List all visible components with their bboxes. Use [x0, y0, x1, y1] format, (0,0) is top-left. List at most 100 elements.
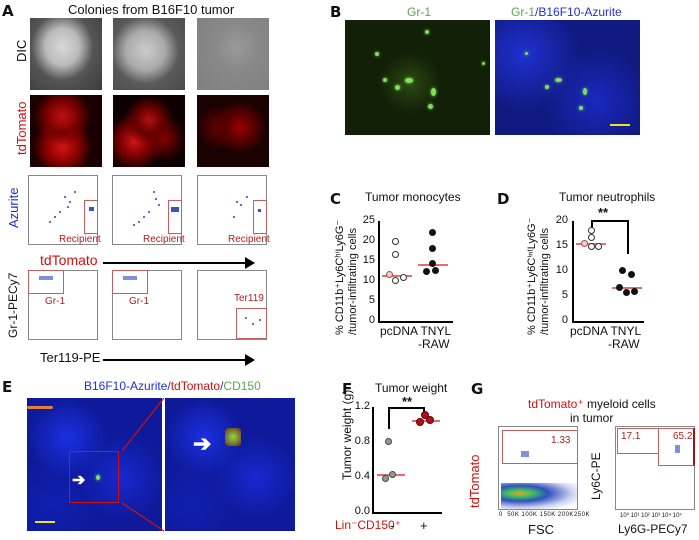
- panel-label-b: B: [330, 3, 342, 21]
- chart-d-xlabel-2: -RAW: [608, 337, 640, 351]
- scale-bar: [610, 124, 630, 126]
- g-right-ylabel: Ly6C-PE: [589, 452, 603, 500]
- g-left-ylabel: tdTomato: [467, 454, 482, 508]
- g-right-xlabel: Ly6G-PECy7: [618, 522, 688, 536]
- data-point: [392, 238, 399, 245]
- x-label-ter119: Ter119-PE: [40, 350, 101, 365]
- g-left-xlabel: FSC: [528, 522, 554, 537]
- data-point: [392, 277, 399, 284]
- y-axis: [572, 221, 574, 322]
- y-label-azurite: Azurite: [6, 187, 21, 228]
- chart-c-title: Tumor monocytes: [365, 190, 461, 204]
- x-label-tdtomato: tdTomato: [40, 252, 98, 268]
- dic-image-3: [197, 18, 269, 90]
- data-point: [581, 240, 588, 247]
- y-axis: [372, 407, 374, 513]
- row-label-tdtomato: tdTomato: [14, 101, 29, 155]
- facs-plot-b3: Ter119: [197, 270, 267, 340]
- y-axis: [378, 221, 380, 322]
- data-point: [588, 234, 595, 241]
- gr1-azurite-merge-image: [495, 20, 640, 135]
- chart-d-xlabel-1: pcDNA TNYL: [570, 324, 642, 338]
- data-point: [426, 416, 434, 424]
- y-tick: 0.0: [354, 505, 370, 517]
- chart-f-xlabel: Lin⁻CD150⁺: [335, 518, 402, 532]
- data-point: [429, 245, 436, 252]
- panel-label-a: A: [2, 2, 14, 20]
- gate-ly6g-positive: 65.2: [658, 428, 695, 466]
- facs-plot-a3: Recipient: [197, 175, 270, 245]
- gate-label-recipient: Recipient: [228, 234, 270, 245]
- data-point: [588, 243, 595, 250]
- chart-c-ylabel-1: % CD11b⁺Ly6CʰⁱLy6G⁻: [334, 219, 346, 335]
- y-tick: 0: [561, 314, 568, 326]
- title-tdtomato: tdTomato⁺: [528, 397, 584, 411]
- gate-value: 17.1: [621, 431, 641, 442]
- facs-plot-g-right: 17.1 65.2: [615, 426, 695, 510]
- x-category: +: [420, 518, 428, 533]
- chart-c-xlabel-2: -RAW: [418, 337, 450, 351]
- panel-a-title: Colonies from B16F10 tumor: [68, 2, 235, 17]
- panel-b-left-title: Gr-1: [407, 5, 431, 19]
- zoom-connector-lines: [121, 398, 165, 532]
- y-tick: 25: [362, 214, 375, 226]
- panel-label-f: F: [342, 380, 353, 398]
- gate-label-ter119: Ter119: [234, 293, 264, 304]
- title-gr1: Gr-1: [511, 5, 535, 19]
- y-tick: 0.8: [354, 435, 370, 447]
- tdtomato-image-2: [113, 95, 185, 167]
- gate-label-recipient: Recipient: [59, 234, 101, 245]
- chart-d-title: Tumor neutrophils: [559, 190, 656, 204]
- data-point: [616, 284, 623, 291]
- y-tick: 10: [362, 274, 375, 286]
- gate-value: 65.2: [673, 431, 693, 442]
- y-tick: 0.4: [354, 470, 370, 482]
- gate-label-recipient: Recipient: [143, 234, 185, 245]
- facs-plot-b1: Gr-1: [28, 270, 98, 340]
- tissue-image-overview: ➔: [27, 398, 162, 531]
- data-point: [619, 267, 626, 274]
- gate-value: 1.33: [551, 435, 571, 446]
- panel-label-d: D: [497, 190, 510, 208]
- panel-label-g: G: [471, 380, 484, 398]
- y-tick: 15: [362, 254, 375, 266]
- data-point: [595, 243, 602, 250]
- data-point: [588, 227, 595, 234]
- panel-e-title: B16F10-Azurite/tdTomato/CD150: [84, 379, 261, 393]
- g-right-xticks: 10⁰ 10¹ 10² 10³ 10⁴ 10⁵: [620, 513, 682, 519]
- density-cloud: [501, 483, 577, 509]
- y-tick: 15: [555, 239, 568, 251]
- y-tick: 10: [555, 264, 568, 276]
- data-point: [623, 289, 630, 296]
- facs-plot-b2: Gr-1: [112, 270, 182, 340]
- title-azurite: B16F10-Azurite: [538, 5, 622, 19]
- arrow-right-icon: ➔: [72, 472, 86, 489]
- title-tdtomato: tdTomato: [170, 379, 221, 393]
- dic-image-1: [30, 18, 102, 90]
- gate-label-gr1: Gr-1: [129, 296, 149, 307]
- zoom-region-box: [69, 451, 119, 503]
- arrow-right-icon: [103, 257, 255, 269]
- gate-gr1: [28, 270, 64, 294]
- arrow-right-icon: [103, 354, 255, 366]
- y-tick: 5: [368, 294, 375, 306]
- data-point: [400, 274, 407, 281]
- data-point: [389, 471, 396, 478]
- tdtomato-image-1: [30, 95, 102, 167]
- g-left-xticks: 0 50K 100K 150K 200K250K: [499, 512, 590, 518]
- gate-ly6c-high: 17.1: [617, 428, 659, 454]
- arrow-right-icon: ➔: [193, 431, 212, 456]
- significance-marker: **: [598, 205, 609, 220]
- gate-label-gr1: Gr-1: [45, 296, 65, 307]
- data-point: [385, 438, 392, 445]
- title-rest: myeloid cells: [583, 397, 656, 411]
- data-point: [628, 271, 635, 278]
- gate-gr1: [112, 270, 148, 294]
- gate-tdtomato-positive: 1.33: [502, 430, 578, 464]
- data-point: [631, 288, 638, 295]
- gate-ter119: [236, 308, 267, 339]
- title-azurite: B16F10-Azurite: [84, 379, 168, 393]
- facs-plot-g-left: 1.33: [498, 426, 578, 510]
- panel-label-c: C: [330, 190, 342, 208]
- gate-recipient: [168, 200, 182, 234]
